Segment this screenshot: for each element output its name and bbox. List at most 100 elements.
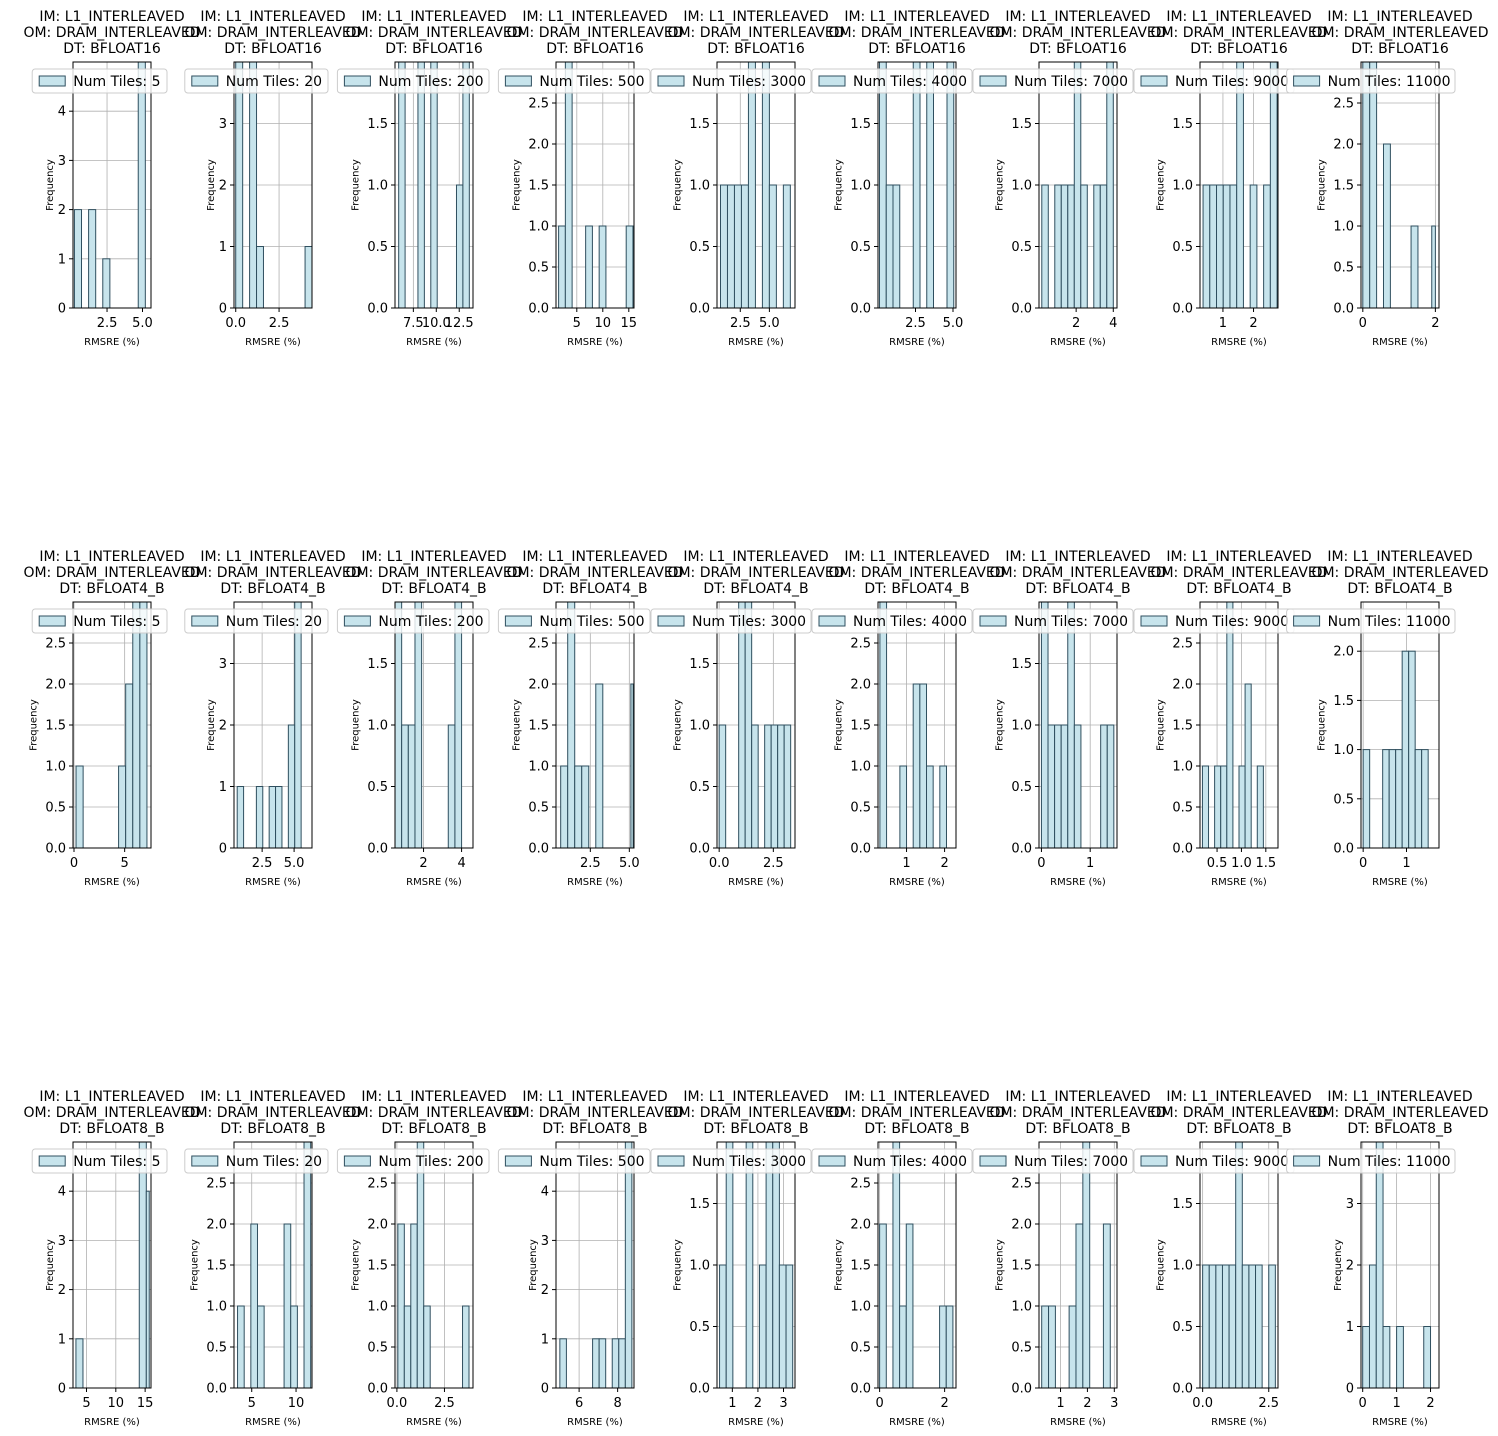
panel-title-line: OM: DRAM_INTERLEAVED	[184, 565, 361, 581]
y-tick-label: 2	[58, 1283, 66, 1298]
histogram-bar	[394, 601, 403, 849]
panel-title-line: DT: BFLOAT8_B	[1186, 1121, 1291, 1137]
histogram-panel: 5 10 15 0 1 2 3 4 RMSRE (%) Frequency IM: L1_INTER…	[23, 1089, 200, 1428]
y-axis-label: Frequency	[350, 699, 361, 751]
x-tick-label: 1	[728, 1396, 736, 1411]
panel-title-line: IM: L1_INTERLEAVED	[39, 9, 184, 25]
histogram-bar	[462, 1305, 470, 1389]
legend-box	[31, 1148, 168, 1174]
panel-title-line: DT: BFLOAT8_B	[381, 1121, 486, 1137]
x-tick-label: 3	[1110, 1396, 1118, 1411]
y-tick-label: 1.5	[367, 657, 388, 672]
y-tick-label: 1.5	[1011, 1259, 1032, 1274]
x-axis-label: RMSRE (%)	[889, 1417, 945, 1428]
y-tick-label: 2.0	[850, 1218, 871, 1233]
histogram-bar	[1106, 724, 1115, 849]
histogram-panel: 0 2 0.0 0.5 1.0 1.5 2.0 2.5 RMSRE (%) Frequency IM…	[828, 1089, 1005, 1428]
histogram-bar	[1263, 184, 1271, 309]
panel-title-line: IM: L1_INTERLEAVED	[200, 9, 345, 25]
histogram-bar	[592, 1338, 600, 1389]
legend-box	[1286, 68, 1456, 94]
histogram-bar	[1362, 1326, 1370, 1389]
histogram-bar	[1396, 1326, 1404, 1389]
x-tick-label: 2.5	[269, 316, 290, 331]
histogram-panel: 0 1 2 0 1 2 3 RMSRE (%) Frequency IM: L1_INTERLEA…	[1311, 1089, 1488, 1428]
legend-swatch	[504, 1155, 532, 1167]
y-tick-label: 2.5	[850, 1177, 871, 1192]
legend: Num Tiles: 5	[31, 1148, 168, 1174]
panel-title-line: DT: BFLOAT4_B	[864, 581, 969, 597]
x-axis-label: RMSRE (%)	[1372, 877, 1428, 888]
y-tick-label: 2.5	[528, 637, 549, 652]
y-tick-label: 1.0	[850, 760, 871, 775]
x-tick-label: 0	[1359, 856, 1367, 871]
legend-swatch	[191, 1155, 219, 1167]
histogram-bar	[1102, 1223, 1111, 1389]
y-tick-label: 0.5	[45, 801, 66, 816]
panel-title-line: IM: L1_INTERLEAVED	[1005, 9, 1150, 25]
histogram-bar	[1362, 61, 1371, 309]
y-tick-label: 1.0	[689, 1259, 710, 1274]
panel-title-line: DT: BFLOAT16	[868, 41, 966, 57]
histogram-panel: 1 2 3 0.0 0.5 1.0 1.5 RMSRE (%) Frequency IM: L1_…	[667, 1089, 844, 1428]
legend-swatch	[657, 1155, 685, 1167]
histogram-bar	[1099, 184, 1108, 309]
panel-title-line: OM: DRAM_INTERLEAVED	[184, 1105, 361, 1121]
legend: Num Tiles: 500	[497, 68, 651, 94]
x-tick-label: 2	[1249, 316, 1257, 331]
y-tick-label: 2.0	[1172, 678, 1193, 693]
histogram-bar	[885, 184, 894, 309]
y-tick-label: 0.5	[367, 780, 388, 795]
panel-title-line: IM: L1_INTERLEAVED	[361, 9, 506, 25]
y-tick-label: 0.5	[1172, 1320, 1193, 1335]
histogram-bar	[1375, 1141, 1384, 1389]
x-tick-label: 10	[108, 1396, 125, 1411]
legend-box	[497, 68, 651, 94]
legend: Num Tiles: 4000	[811, 608, 973, 634]
y-tick-label: 0.0	[1333, 302, 1354, 317]
y-tick-label: 1.5	[1172, 719, 1193, 734]
panel-title-line: OM: DRAM_INTERLEAVED	[828, 1105, 1005, 1121]
histogram-panel: 0 1 0.0 0.5 1.0 1.5 RMSRE (%) Frequency IM: L1_I…	[989, 549, 1166, 888]
y-axis-label: Frequency	[528, 1239, 539, 1291]
x-tick-label: 4	[457, 856, 465, 871]
panel-title-line: DT: BFLOAT4_B	[542, 581, 647, 597]
panel-title-line: IM: L1_INTERLEAVED	[522, 9, 667, 25]
y-tick-label: 1.5	[45, 719, 66, 734]
histogram-bar	[630, 683, 634, 849]
histogram-bar	[611, 1338, 620, 1389]
x-tick-label: 0	[1359, 1396, 1367, 1411]
panel-title-line: DT: BFLOAT16	[1190, 41, 1288, 57]
histogram-bar	[764, 724, 772, 849]
panel-title-line: IM: L1_INTERLEAVED	[200, 1089, 345, 1105]
y-tick-label: 1.5	[689, 117, 710, 132]
legend-box	[336, 1148, 490, 1174]
histogram-bar	[1073, 61, 1082, 309]
x-axis-label: RMSRE (%)	[84, 1417, 140, 1428]
histogram-bar	[770, 724, 779, 849]
y-tick-label: 1	[58, 252, 66, 267]
histogram-bar	[782, 184, 791, 309]
y-tick-label: 2	[219, 179, 227, 194]
legend-label: Num Tiles: 4000	[853, 614, 967, 630]
histogram-bar	[454, 601, 463, 849]
x-tick-label: 2	[419, 856, 427, 871]
x-tick-label: 0.0	[1192, 1396, 1213, 1411]
legend-swatch	[191, 615, 219, 627]
x-tick-label: 1.5	[1255, 856, 1276, 871]
legend-swatch	[343, 1155, 371, 1167]
legend-swatch	[818, 615, 846, 627]
panel-title-line: IM: L1_INTERLEAVED	[522, 1089, 667, 1105]
histogram-bar	[1220, 765, 1228, 849]
histogram-bar	[1075, 1223, 1084, 1389]
y-tick-label: 0.0	[206, 1382, 227, 1397]
histogram-bar	[1082, 1141, 1091, 1389]
histogram-bar	[430, 61, 438, 309]
legend-label: Num Tiles: 4000	[853, 74, 967, 90]
histogram-bar	[598, 225, 607, 309]
x-tick-label: 5.0	[284, 856, 305, 871]
histogram-bar	[1054, 184, 1062, 309]
legend-swatch	[1140, 615, 1168, 627]
histogram-bar	[560, 765, 569, 849]
y-tick-label: 0.0	[689, 302, 710, 317]
